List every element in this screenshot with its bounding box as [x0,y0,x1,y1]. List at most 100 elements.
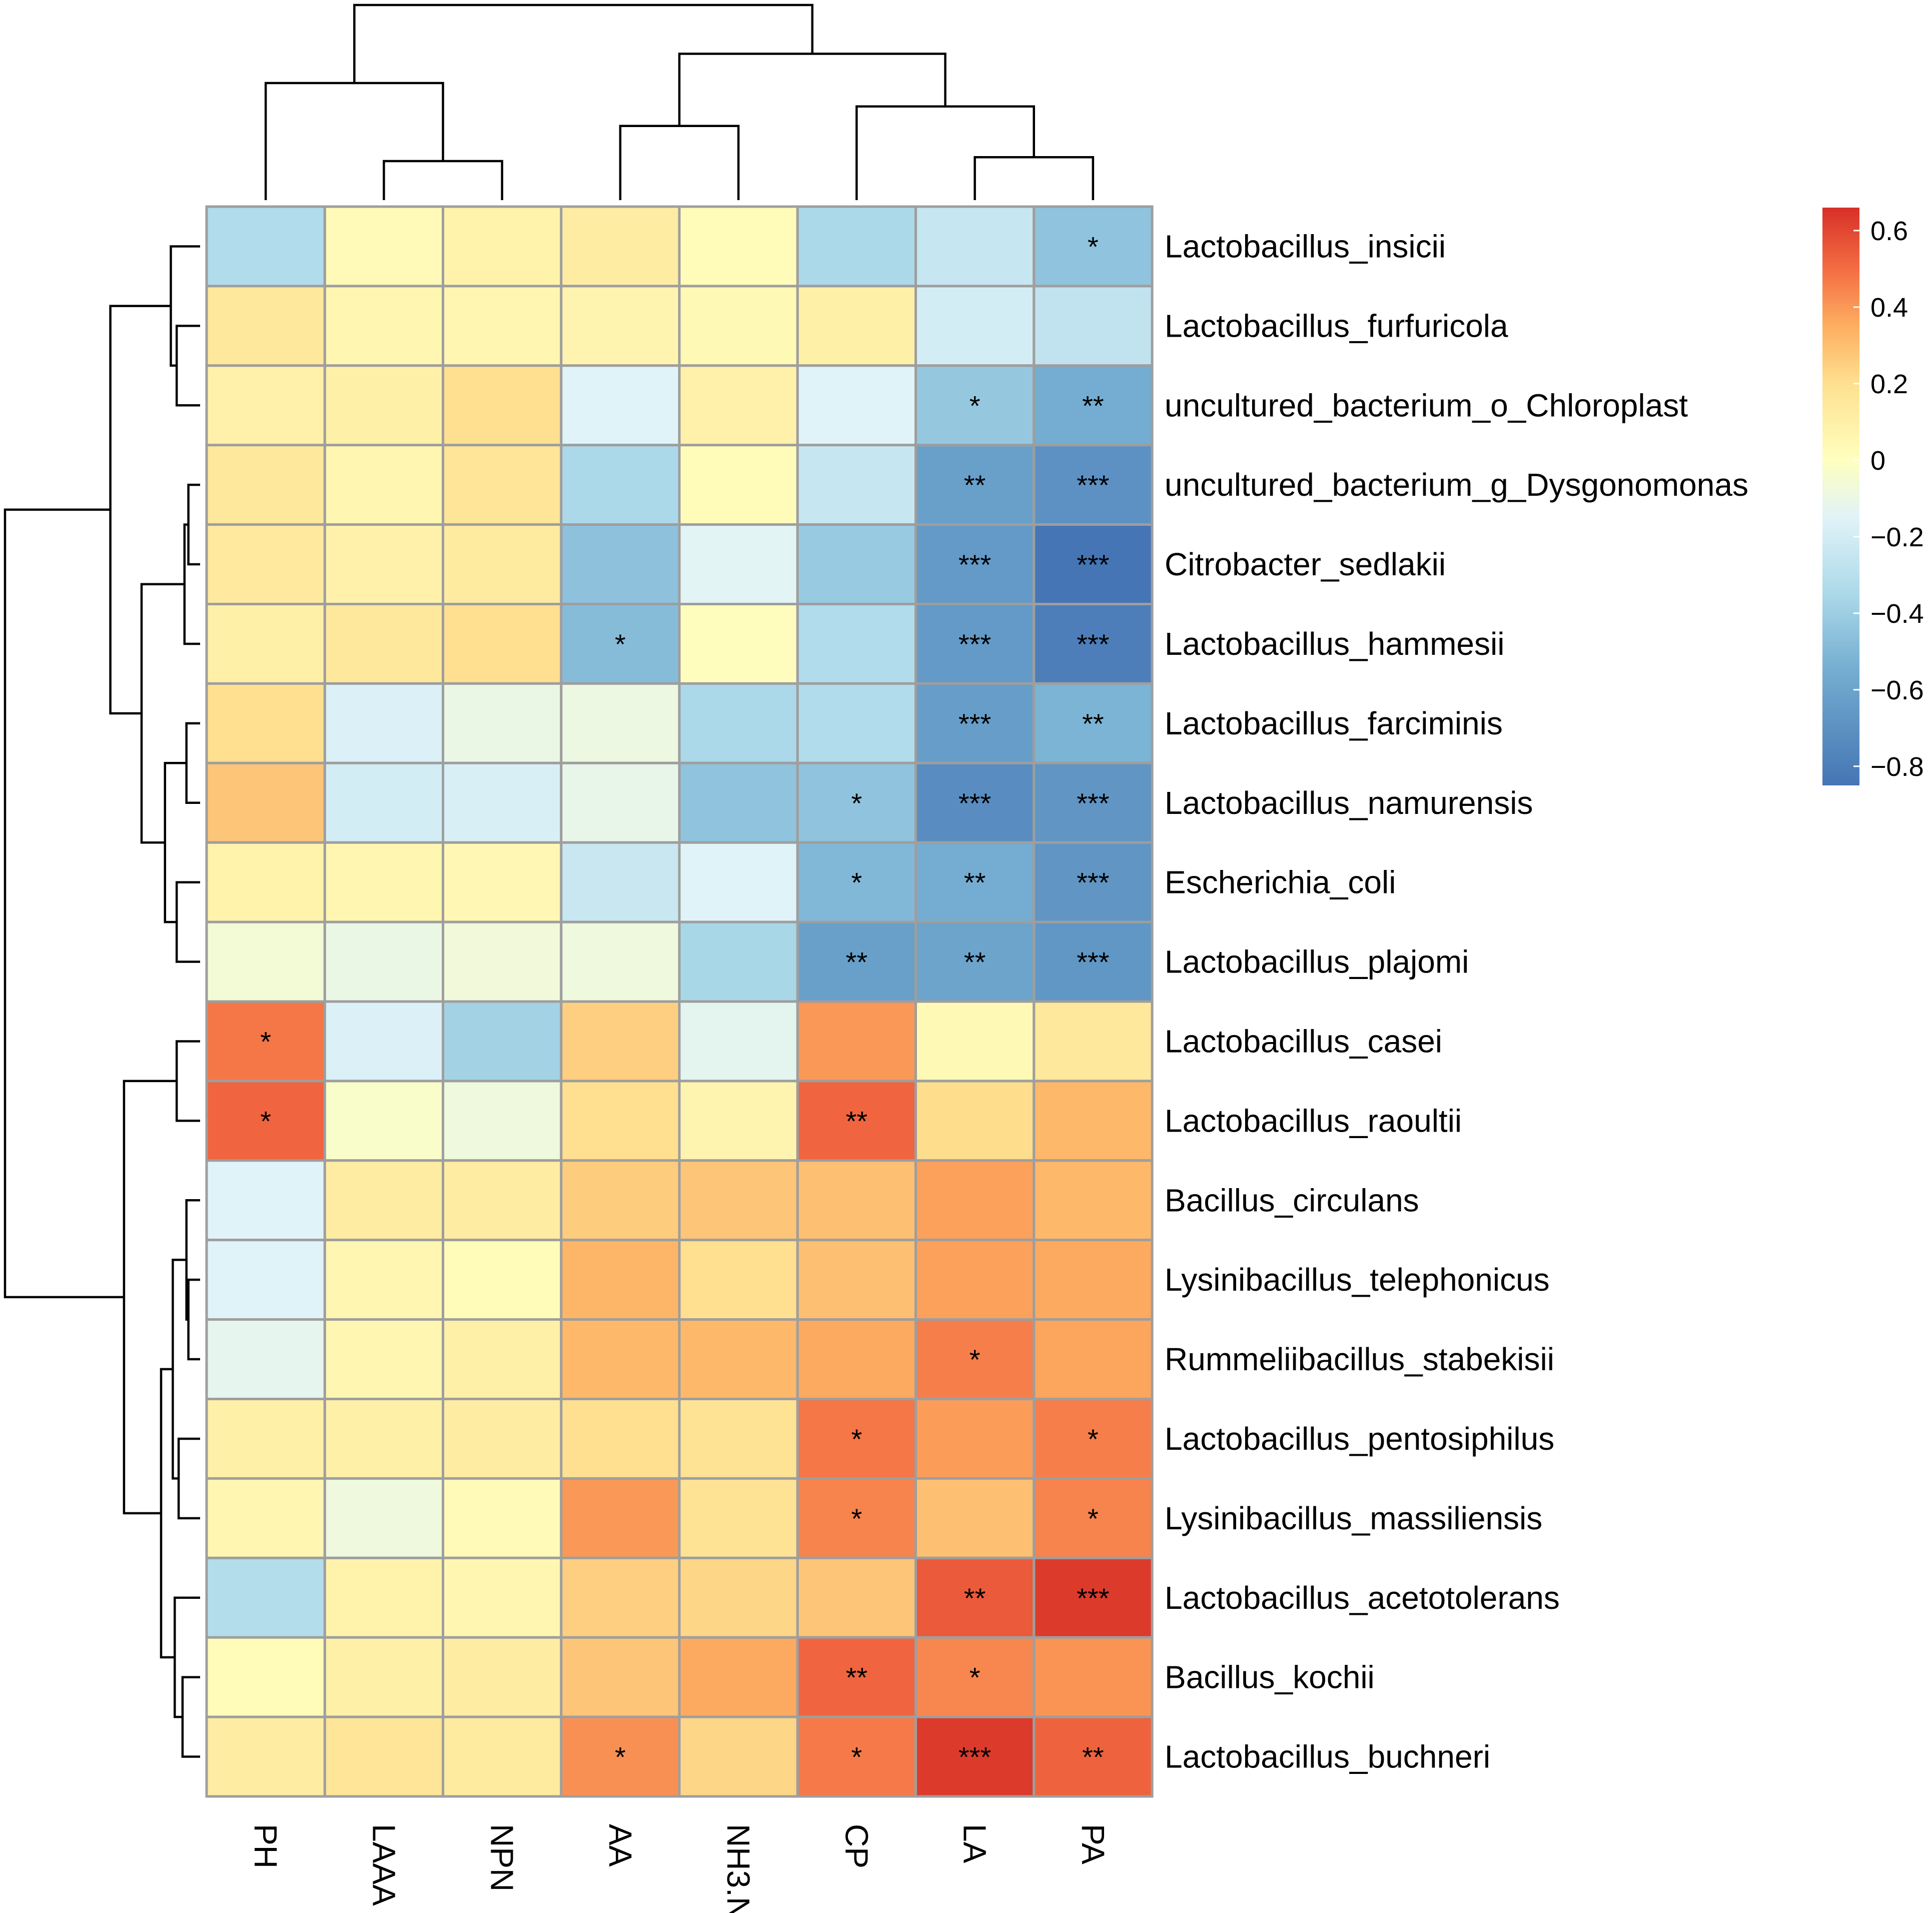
row-label: Lactobacillus_farciminis [1165,705,1503,741]
row-label: Lactobacillus_insicii [1165,229,1446,265]
significance-marker: ** [846,946,868,978]
significance-marker: ** [846,1662,868,1693]
heatmap-cell [1033,205,1154,288]
heatmap-cell [560,1636,681,1718]
heatmap-cell [914,1398,1036,1480]
heatmap-cell [560,1080,681,1162]
heatmap-cell [796,1239,917,1321]
heatmap-cell [1033,1636,1154,1718]
heatmap-cell [205,1477,326,1559]
heatmap-cell [560,1159,681,1242]
heatmap-cell [914,1159,1036,1242]
heatmap-cell [1033,1239,1154,1321]
significance-marker: * [615,628,626,660]
heatmap-cell [678,1080,799,1162]
heatmap-cell [678,444,799,526]
significance-marker: * [615,1741,626,1773]
heatmap-cell [678,285,799,367]
row-label: Bacillus_circulans [1165,1182,1419,1218]
heatmap-cell [914,1239,1036,1321]
heatmap-cell [796,1159,917,1242]
heatmap-cell [1033,1715,1154,1798]
heatmap-cell [560,920,681,1003]
significance-marker: *** [958,1741,991,1773]
row-label: Lactobacillus_furfuricola [1165,308,1508,344]
row-label: uncultured_bacterium_g_Dysgonomonas [1165,467,1748,503]
heatmap-cell [1033,285,1154,367]
colorbar-tick-label: 0.2 [1870,369,1908,399]
heatmap-cell [796,1318,917,1401]
heatmap-cell [205,1636,326,1718]
heatmap-cell [678,1477,799,1559]
heatmap-cell [796,682,917,764]
heatmap-cell [442,1477,563,1559]
heatmap-cell [678,761,799,844]
row-label: Lactobacillus_namurensis [1165,785,1533,821]
significance-marker: * [851,787,862,819]
significance-marker: *** [1077,469,1109,501]
row-labels: Lactobacillus_insicii Lactobacillus_furfu… [1165,229,1748,1775]
heatmap-cell [560,285,681,367]
significance-marker: ** [964,946,986,978]
heatmap-cell [323,682,445,764]
heatmap-cell [914,841,1036,923]
heatmap-cell [1033,761,1154,844]
heatmap-cell [442,920,563,1003]
row-label: Rummeliibacillus_stabekisii [1165,1341,1554,1377]
heatmap-cell [678,682,799,764]
heatmap-cell [323,920,445,1003]
heatmap-cell [205,1318,326,1401]
heatmap-cell [323,444,445,526]
significance-marker: * [1088,1423,1099,1455]
row-label: uncultured_bacterium_o_Chloroplast [1165,387,1688,423]
heatmap-cell [205,603,326,685]
heatmap-cell [442,1556,563,1639]
significance-marker: * [851,867,862,898]
row-label: Lactobacillus_acetotolerans [1165,1580,1560,1616]
heatmap-cell [205,285,326,367]
heatmap-cell [442,1636,563,1718]
heatmap-cell [323,841,445,923]
heatmap-cell [205,523,326,605]
significance-marker: *** [1077,946,1109,978]
heatmap-cell [560,1398,681,1480]
row-label: Lysinibacillus_telephonicus [1165,1262,1550,1298]
heatmap-cell [323,1239,445,1321]
heatmap-cell [323,1000,445,1083]
heatmap-cell [914,1636,1036,1718]
heatmap-cell [442,205,563,288]
heatmap-cell [560,841,681,923]
heatmap-cell [442,364,563,447]
heatmap-cell [442,1398,563,1480]
heatmap-cell [323,1159,445,1242]
heatmap-cell [796,1000,917,1083]
heatmap-cell [678,364,799,447]
heatmap-cell [914,1000,1036,1083]
significance-marker: *** [1077,549,1109,580]
heatmap-cell [442,444,563,526]
heatmap-cell [560,523,681,605]
heatmap-cell [678,920,799,1003]
heatmap-cell [796,761,917,844]
heatmap-cell [323,603,445,685]
row-label: Lactobacillus_raoultii [1165,1103,1462,1139]
heatmap-cell [678,1159,799,1242]
significance-marker: * [970,1662,981,1693]
heatmap-cell [323,285,445,367]
heatmap-cell [796,920,917,1003]
significance-marker: * [851,1503,862,1534]
heatmap-cell [678,1239,799,1321]
column-label: NH3.N [720,1824,756,1913]
heatmap-cell [914,1477,1036,1559]
heatmap-cell [560,1239,681,1321]
heatmap-cell [323,523,445,605]
row-label: Lactobacillus_buchneri [1165,1739,1490,1775]
heatmap-cell [560,1000,681,1083]
heatmap-cell [323,1080,445,1162]
heatmap-cell [796,1080,917,1162]
significance-marker: ** [1082,390,1104,421]
heatmap-cell [1033,364,1154,447]
color-legend: 0.6 0.4 0.2 0 −0.2 −0.4 −0.6 −0.8 [1822,208,1924,785]
heatmap-cell [796,364,917,447]
significance-marker: ** [1082,708,1104,739]
